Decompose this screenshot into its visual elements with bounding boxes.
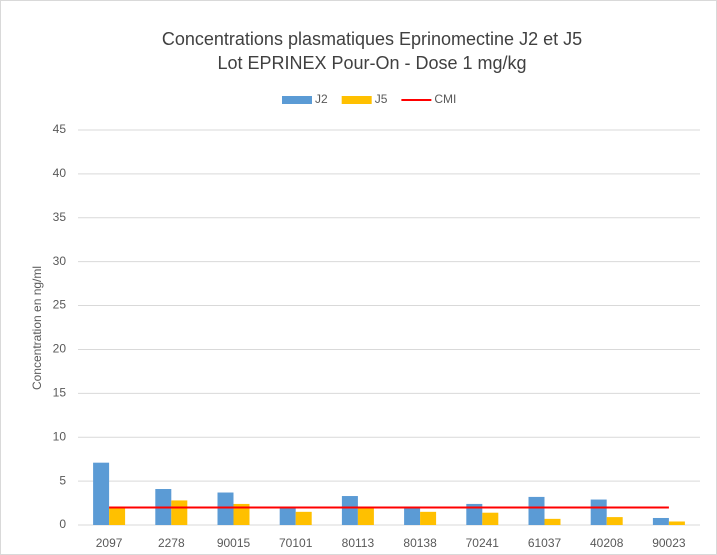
legend-label: J2: [315, 92, 328, 106]
x-tick-label: 70101: [279, 536, 313, 550]
y-tick-label: 45: [53, 122, 67, 136]
bar: [606, 517, 623, 525]
legend-label: J5: [375, 92, 388, 106]
y-tick-label: 35: [53, 210, 67, 224]
chart-subtitle: Lot EPRINEX Pour-On - Dose 1 mg/kg: [217, 53, 526, 73]
legend-swatch: [282, 96, 312, 104]
x-tick-label: 61037: [528, 536, 562, 550]
bar: [528, 496, 545, 525]
y-tick-label: 30: [53, 254, 67, 268]
x-tick-label: 80138: [403, 536, 437, 550]
y-tick-label: 20: [53, 342, 67, 356]
bar: [279, 507, 296, 525]
x-tick-label: 90015: [217, 536, 251, 550]
bar: [404, 507, 421, 525]
bar: [217, 492, 234, 525]
bar: [652, 517, 669, 525]
legend-swatch: [341, 96, 372, 104]
bar: [420, 511, 437, 525]
bar: [109, 506, 126, 525]
bar: [233, 503, 250, 525]
y-tick-label: 0: [59, 517, 66, 531]
chart-title: Concentrations plasmatiques Eprinomectin…: [162, 29, 582, 49]
x-tick-label: 80113: [342, 536, 375, 550]
y-tick-label: 15: [53, 386, 67, 400]
y-tick-label: 5: [59, 473, 66, 487]
x-tick-label: 2278: [158, 536, 185, 550]
bar: [590, 499, 607, 525]
bar: [668, 521, 685, 525]
y-tick-label: 25: [53, 298, 67, 312]
bar: [357, 506, 374, 525]
y-tick-label: 40: [53, 166, 67, 180]
bar: [171, 500, 188, 525]
bar: [295, 511, 312, 525]
x-tick-label: 40208: [590, 536, 624, 550]
legend-label: CMI: [434, 92, 456, 106]
bar: [341, 496, 358, 525]
bar: [466, 503, 483, 525]
x-tick-label: 2097: [96, 536, 123, 550]
y-axis-label: Concentration en ng/ml: [30, 266, 44, 390]
x-tick-label: 90023: [652, 536, 686, 550]
x-tick-label: 70241: [466, 536, 500, 550]
bar: [93, 462, 110, 525]
bar: [544, 518, 561, 525]
bar: [482, 512, 499, 525]
y-tick-label: 10: [53, 429, 67, 443]
